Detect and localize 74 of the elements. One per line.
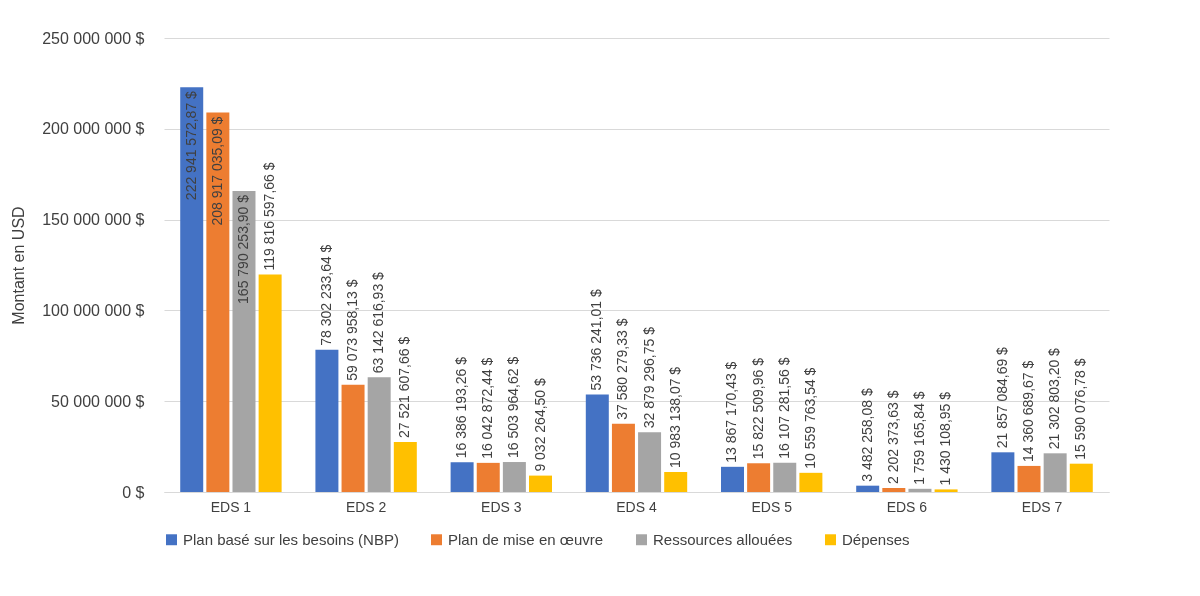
data-label: 16 386 193,26 $ — [453, 356, 470, 459]
bar — [908, 488, 932, 492]
y-tick-label: 250 000 000 $ — [42, 29, 145, 47]
data-label: 119 816 597,66 $ — [261, 162, 278, 271]
data-label: 208 917 035,09 $ — [208, 116, 225, 226]
data-label: 10 559 763,54 $ — [801, 367, 818, 469]
data-label: 32 879 296,75 $ — [640, 326, 657, 429]
data-label: 10 983 138,07 $ — [666, 366, 683, 469]
data-label: 59 073 958,13 $ — [344, 279, 361, 381]
y-tick-label: 100 000 000 $ — [42, 301, 145, 319]
y-tick-label: 200 000 000 $ — [42, 120, 145, 138]
bar — [258, 274, 282, 492]
bar — [934, 489, 958, 492]
data-label: 21 302 803,20 $ — [1046, 347, 1063, 450]
bar — [799, 472, 823, 492]
bar — [367, 377, 391, 492]
bar — [611, 423, 635, 492]
y-axis-title: Montant en USD — [10, 206, 28, 325]
data-label: 37 580 279,33 $ — [614, 318, 631, 420]
legend-label: Plan de mise en œuvre — [448, 530, 604, 548]
bar — [502, 462, 526, 492]
x-tick-label: EDS 2 — [345, 498, 387, 515]
legend-label: Dépenses — [842, 530, 910, 548]
x-tick-label: EDS 6 — [886, 498, 928, 515]
legend-label: Ressources allouées — [653, 530, 793, 548]
bar — [773, 462, 797, 492]
y-tick-label: 50 000 000 $ — [51, 392, 145, 410]
data-label: 13 867 170,43 $ — [723, 361, 740, 463]
x-tick-label: EDS 4 — [616, 498, 657, 515]
data-label: 2 202 373,63 $ — [884, 390, 901, 484]
bar — [450, 462, 474, 492]
bar — [180, 87, 204, 492]
bar — [856, 485, 880, 492]
bar — [476, 462, 500, 492]
bar — [206, 112, 230, 492]
data-label: 53 736 241,01 $ — [588, 289, 605, 391]
bar — [341, 384, 365, 492]
y-tick-label: 150 000 000 $ — [42, 211, 145, 229]
data-label: 21 857 084,69 $ — [993, 346, 1010, 449]
legend-label: Plan basé sur les besoins (NBP) — [183, 530, 399, 548]
bar — [1017, 465, 1041, 492]
bar — [664, 472, 688, 492]
x-tick-label: EDS 1 — [210, 498, 252, 515]
data-label: 9 032 264,50 $ — [531, 377, 548, 472]
y-tick-label: 0 $ — [122, 483, 145, 501]
bar — [232, 190, 256, 492]
data-label: 16 107 281,56 $ — [775, 357, 792, 459]
data-label: 16 042 872,44 $ — [479, 357, 496, 459]
data-label: 1 759 165,84 $ — [910, 391, 927, 485]
bar — [721, 466, 744, 492]
bar — [585, 394, 609, 492]
data-label: 27 521 607,66 $ — [396, 336, 413, 439]
bar — [747, 463, 771, 492]
data-label: 15 822 509,96 $ — [749, 357, 766, 460]
data-label: 165 790 253,90 $ — [234, 194, 251, 304]
bar — [393, 442, 417, 492]
x-tick-label: EDS 7 — [1021, 498, 1063, 515]
x-tick-label: EDS 3 — [481, 498, 522, 515]
data-label: 78 302 233,64 $ — [317, 244, 334, 346]
data-label: 14 360 689,67 $ — [1020, 360, 1037, 462]
bar — [882, 488, 906, 492]
bar — [1043, 453, 1067, 492]
bar — [315, 349, 339, 492]
data-label: 15 590 076,78 $ — [1072, 358, 1089, 460]
bar — [638, 432, 662, 492]
data-label: 222 941 572,87 $ — [182, 90, 199, 201]
data-label: 63 142 616,93 $ — [370, 271, 387, 374]
bar — [991, 452, 1015, 492]
data-label: 16 503 964,62 $ — [505, 356, 522, 459]
bar — [529, 475, 552, 492]
data-label: 1 430 108,95 $ — [937, 391, 954, 486]
data-label: 3 482 258,08 $ — [858, 388, 875, 482]
x-tick-label: EDS 5 — [751, 498, 793, 515]
bar — [1069, 463, 1093, 492]
